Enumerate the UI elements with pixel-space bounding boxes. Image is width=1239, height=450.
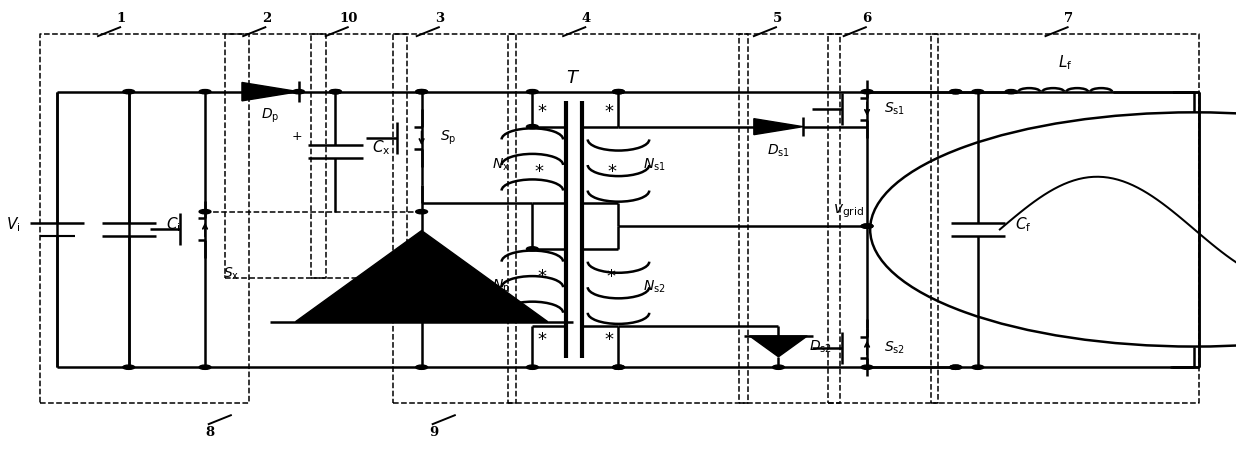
Text: 5: 5 [773, 12, 782, 25]
Text: 8: 8 [206, 426, 214, 439]
Text: $D_{\rm s2}$: $D_{\rm s2}$ [809, 338, 833, 355]
Text: *: * [605, 104, 613, 122]
Circle shape [861, 224, 873, 228]
Polygon shape [750, 336, 808, 357]
Text: $S_{\rm x}$: $S_{\rm x}$ [223, 266, 240, 282]
Circle shape [861, 365, 873, 369]
Text: 9: 9 [429, 426, 439, 439]
Circle shape [1005, 90, 1017, 94]
Text: $T$: $T$ [566, 69, 581, 87]
Text: *: * [538, 331, 546, 349]
Polygon shape [242, 82, 299, 101]
Text: $V_{\rm i}$: $V_{\rm i}$ [6, 216, 21, 234]
Circle shape [971, 365, 984, 369]
Text: $L_{\rm f}$: $L_{\rm f}$ [1058, 53, 1073, 72]
Text: *: * [608, 162, 617, 180]
Text: $D_{\rm s1}$: $D_{\rm s1}$ [767, 143, 790, 159]
Text: *: * [538, 269, 546, 287]
Circle shape [527, 90, 538, 94]
Circle shape [950, 365, 961, 369]
Text: *: * [538, 104, 546, 122]
Circle shape [950, 90, 961, 94]
Circle shape [773, 365, 784, 369]
Text: 6: 6 [862, 12, 872, 25]
Circle shape [527, 125, 538, 129]
Circle shape [199, 365, 211, 369]
Text: 10: 10 [339, 12, 358, 25]
Text: 2: 2 [261, 12, 271, 25]
Text: $S_{\rm p}$: $S_{\rm p}$ [440, 129, 456, 148]
Circle shape [950, 90, 961, 94]
Polygon shape [295, 230, 548, 322]
Circle shape [123, 365, 135, 369]
Text: $N_{\rm s2}$: $N_{\rm s2}$ [643, 279, 665, 295]
Text: $D_{\rm x}$: $D_{\rm x}$ [452, 263, 471, 280]
Circle shape [416, 210, 427, 214]
Circle shape [612, 90, 624, 94]
Text: $N_{\rm x}$: $N_{\rm x}$ [492, 157, 510, 173]
Circle shape [950, 365, 961, 369]
Text: $C_{\rm f}$: $C_{\rm f}$ [1015, 216, 1031, 234]
Circle shape [416, 365, 427, 369]
Circle shape [199, 210, 211, 214]
Text: 3: 3 [435, 12, 445, 25]
Text: *: * [534, 162, 543, 180]
Text: $v_{\rm grid}$: $v_{\rm grid}$ [833, 203, 864, 220]
Circle shape [416, 90, 427, 94]
Circle shape [527, 365, 538, 369]
Circle shape [527, 247, 538, 251]
Text: $C_{\rm i}$: $C_{\rm i}$ [166, 216, 181, 234]
Circle shape [861, 224, 873, 228]
Circle shape [292, 90, 305, 94]
Circle shape [330, 90, 342, 94]
Polygon shape [753, 119, 803, 135]
Circle shape [416, 90, 427, 94]
Text: 4: 4 [582, 12, 591, 25]
Text: 1: 1 [116, 12, 126, 25]
Text: *: * [607, 269, 616, 287]
Text: $S_{\rm s2}$: $S_{\rm s2}$ [885, 339, 906, 356]
Circle shape [612, 365, 624, 369]
Circle shape [199, 90, 211, 94]
Circle shape [330, 90, 342, 94]
Text: $N_{\rm p}$: $N_{\rm p}$ [492, 278, 510, 297]
Circle shape [612, 365, 624, 369]
Text: *: * [605, 331, 613, 349]
Circle shape [861, 90, 873, 94]
Text: $D_{\rm p}$: $D_{\rm p}$ [261, 107, 280, 125]
Circle shape [971, 90, 984, 94]
Text: $S_{\rm s1}$: $S_{\rm s1}$ [885, 101, 906, 117]
Circle shape [123, 90, 135, 94]
Text: $C_{\rm x}$: $C_{\rm x}$ [373, 138, 392, 157]
Circle shape [612, 90, 624, 94]
Text: 7: 7 [1064, 12, 1073, 25]
Text: +: + [291, 130, 302, 143]
Text: $N_{\rm s1}$: $N_{\rm s1}$ [643, 157, 665, 173]
